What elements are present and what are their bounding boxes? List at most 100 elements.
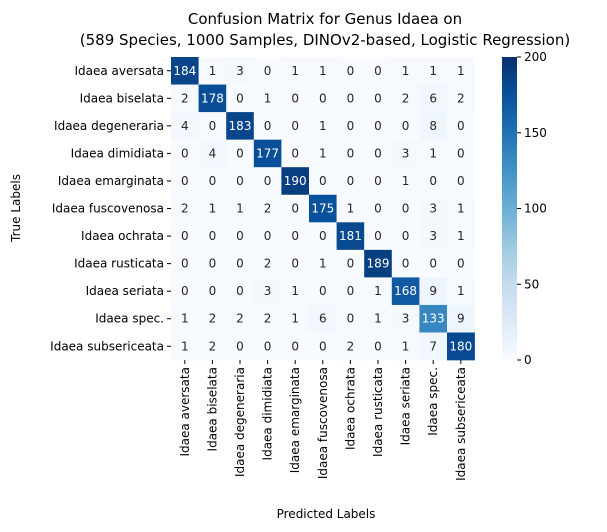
cell-value-label: 0	[236, 284, 244, 298]
heatmap-cell	[281, 194, 310, 223]
heatmap-cell	[226, 84, 255, 113]
heatmap-cell	[309, 167, 337, 196]
cell-value-label: 2	[181, 202, 189, 216]
cell-value-label: 0	[181, 284, 189, 298]
heatmap-cell	[171, 194, 199, 223]
heatmap-cell	[336, 249, 365, 278]
cell-value-label: 0	[209, 257, 217, 271]
heatmap-cell	[447, 304, 475, 333]
cell-value-label: 1	[209, 202, 217, 216]
heatmap-cell	[198, 277, 227, 306]
cell-value-label: 0	[264, 339, 272, 353]
cell-value-label: 0	[181, 257, 189, 271]
heatmap-cell	[391, 84, 420, 113]
heatmap-cell	[364, 277, 393, 306]
x-axis-label: Predicted Labels	[277, 507, 376, 521]
y-tick-label: Idaea seriata	[86, 284, 164, 298]
cell-value-label: 0	[236, 146, 244, 160]
heatmap-cell	[281, 277, 310, 306]
cell-value-label: 184	[173, 64, 196, 78]
cell-value-label: 0	[319, 91, 327, 105]
heatmap-cell	[281, 222, 310, 251]
heatmap-cell	[447, 84, 475, 113]
heatmap-cell	[419, 167, 448, 196]
heatmap-cell	[226, 332, 255, 361]
cell-value-label: 180	[449, 339, 472, 353]
cell-value-label: 1	[402, 64, 410, 78]
cell-value-label: 0	[319, 229, 327, 243]
x-tick-label: Idaea dimidiata	[261, 367, 275, 460]
cell-value-label: 0	[209, 119, 217, 133]
heatmap-cell	[171, 84, 199, 113]
cell-value-label: 1	[181, 339, 189, 353]
cell-value-label: 0	[374, 146, 382, 160]
heatmap-cell	[364, 84, 393, 113]
cell-value-label: 2	[402, 91, 410, 105]
cell-value-label: 0	[347, 64, 355, 78]
heatmap-cell	[419, 277, 448, 306]
heatmap-cell	[198, 194, 227, 223]
cell-value-label: 1	[374, 312, 382, 326]
heatmap-cell	[391, 304, 420, 333]
cell-value-label: 8	[429, 119, 437, 133]
heatmap-cell	[447, 277, 475, 306]
heatmap-cell	[281, 112, 310, 140]
cell-value-label: 3	[429, 229, 437, 243]
heatmap-cell	[309, 304, 337, 333]
heatmap-cell	[419, 84, 448, 113]
cell-value-label: 0	[457, 174, 465, 188]
colorbar-tick-label: 0	[524, 353, 532, 367]
heatmap-cell	[198, 304, 227, 333]
x-tick-label: Idaea seriata	[399, 367, 413, 445]
heatmap-cell	[391, 112, 420, 140]
heatmap-cell	[309, 84, 337, 113]
heatmap-cell	[198, 167, 227, 196]
heatmap-cell	[253, 222, 282, 251]
x-tick-label: Idaea emarginata	[288, 367, 302, 473]
x-tick-label: Idaea degeneraria	[233, 367, 247, 477]
cell-value-label: 0	[347, 91, 355, 105]
cell-value-label: 0	[374, 202, 382, 216]
cell-value-label: 1	[209, 64, 217, 78]
cell-value-label: 0	[402, 119, 410, 133]
cell-value-label: 0	[374, 91, 382, 105]
cell-value-label: 0	[402, 229, 410, 243]
heatmap-cell	[447, 194, 475, 223]
heatmap-cell	[364, 112, 393, 140]
heatmap-cell	[419, 57, 448, 85]
cell-value-label: 1	[291, 64, 299, 78]
colorbar-tick-label: 200	[524, 50, 547, 64]
cell-value-label: 0	[291, 146, 299, 160]
colorbar-tick-label: 100	[524, 202, 547, 216]
cell-value-label: 1	[402, 174, 410, 188]
cell-value-label: 2	[209, 339, 217, 353]
cell-value-label: 0	[319, 284, 327, 298]
cell-value-label: 3	[429, 202, 437, 216]
cell-value-label: 0	[181, 174, 189, 188]
y-axis-label: True Labels	[9, 174, 23, 243]
cell-value-label: 0	[236, 339, 244, 353]
cell-value-label: 0	[319, 174, 327, 188]
heatmap-cell	[309, 194, 337, 223]
heatmap-cell	[447, 57, 475, 85]
heatmap-cell	[336, 112, 365, 140]
heatmap-cell	[171, 277, 199, 306]
heatmap-cell	[309, 249, 337, 278]
chart-subtitle: (589 Species, 1000 Samples, DINOv2-based…	[80, 31, 570, 49]
heatmap-cell	[171, 167, 199, 196]
cell-value-label: 0	[429, 174, 437, 188]
x-tick-label: Idaea fuscovenosa	[316, 367, 330, 479]
cell-value-label: 3	[236, 64, 244, 78]
heatmap-cell	[447, 222, 475, 251]
cell-value-label: 0	[236, 257, 244, 271]
cell-value-label: 0	[374, 229, 382, 243]
cell-value-label: 3	[402, 146, 410, 160]
heatmap-cell	[447, 112, 475, 140]
heatmap-cell	[226, 57, 255, 85]
cell-value-label: 3	[264, 284, 272, 298]
cell-value-label: 0	[236, 91, 244, 105]
heatmap-cell	[253, 112, 282, 140]
heatmap-cell	[364, 332, 393, 361]
x-tick-label: Idaea ochrata	[343, 367, 357, 450]
